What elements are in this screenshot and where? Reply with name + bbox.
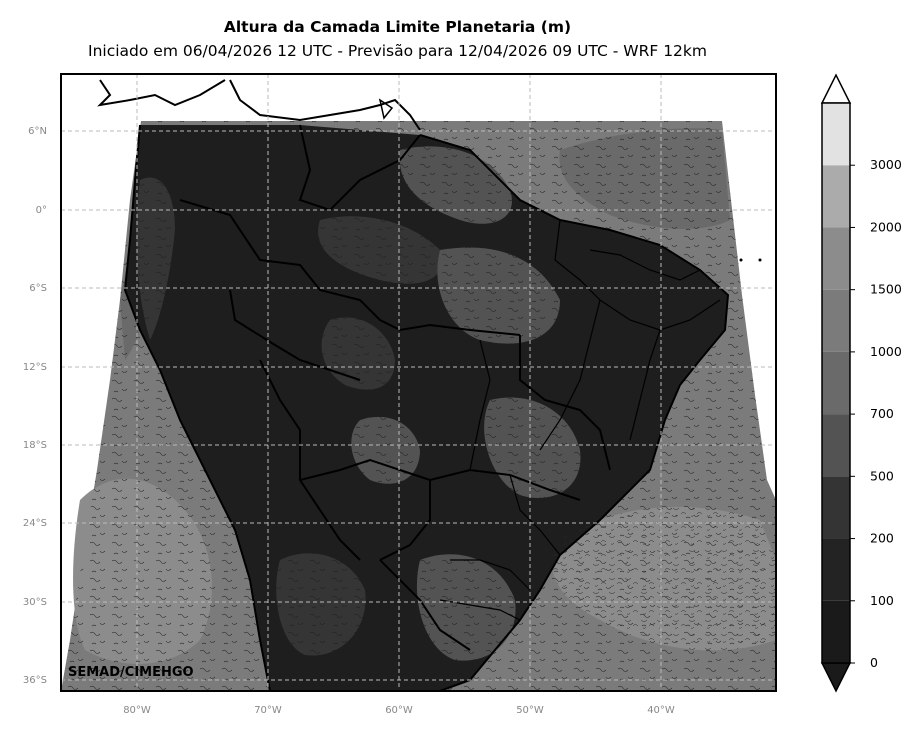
credit-label: SEMAD/CIMEHGO [68,665,194,680]
lat-label: 24°S [23,518,47,529]
colorbar-tick-label: 0 [870,655,878,670]
colorbar-tick-label: 100 [870,593,894,608]
colorbar-tick-label: 200 [870,531,894,546]
map-area [61,74,776,691]
colorbar-tick-label: 500 [870,468,894,483]
colorbar-tick-label: 700 [870,406,894,421]
island-marker [739,258,743,262]
coastline-caribbean [97,79,421,131]
colorbar-outline [821,102,851,664]
colorbar-tick-label: 1500 [870,282,902,297]
colorbar-segment [822,476,850,539]
lat-label: 0° [36,205,47,216]
lat-label: 12°S [23,362,47,373]
colorbar-segment [822,351,850,415]
state-borders [439,219,721,621]
lat-label: 18°S [23,440,47,451]
lat-label: 6°N [28,126,47,137]
latitude-labels: 6°N 0° 6°S 12°S 18°S 24°S 30°S 36°S [23,126,47,686]
colorbar-tick-label: 1000 [870,344,902,359]
colorbar-tick-label: 2000 [870,219,902,234]
colorbar-segment [822,227,850,290]
colorbar-extend-high [820,73,852,104]
colorbar-segment [822,289,850,352]
graticule [61,74,776,691]
colorbar: 0 100 200 500 700 1000 1500 2000 3000 [820,73,902,693]
colorbar-segment [822,414,850,477]
coastline-small-island [378,98,394,120]
colorbar-segment [822,538,850,601]
colorbar-tick-label: 3000 [870,157,902,172]
lon-label: 80°W [123,705,151,716]
map-border [60,73,777,692]
lat-label: 6°S [29,283,47,294]
map-title: Altura da Camada Limite Planetaria (m) [223,18,572,36]
lon-label: 50°W [516,705,544,716]
colorbar-segment [822,600,850,663]
lon-label: 70°W [254,705,282,716]
lon-label: 40°W [647,705,675,716]
map-subtitle: Iniciado em 06/04/2026 12 UTC - Previsão… [88,42,707,60]
colorbar-segment [822,103,850,166]
lon-label: 60°W [385,705,413,716]
island-marker [758,258,762,262]
longitude-labels: 80°W 70°W 60°W 50°W 40°W [123,705,675,716]
country-borders [123,124,730,691]
lat-label: 36°S [23,675,47,686]
contour-texture-ocean [552,506,776,651]
lat-label: 30°S [23,597,47,608]
colorbar-extend-low [820,662,852,693]
colorbar-segment [822,165,850,228]
